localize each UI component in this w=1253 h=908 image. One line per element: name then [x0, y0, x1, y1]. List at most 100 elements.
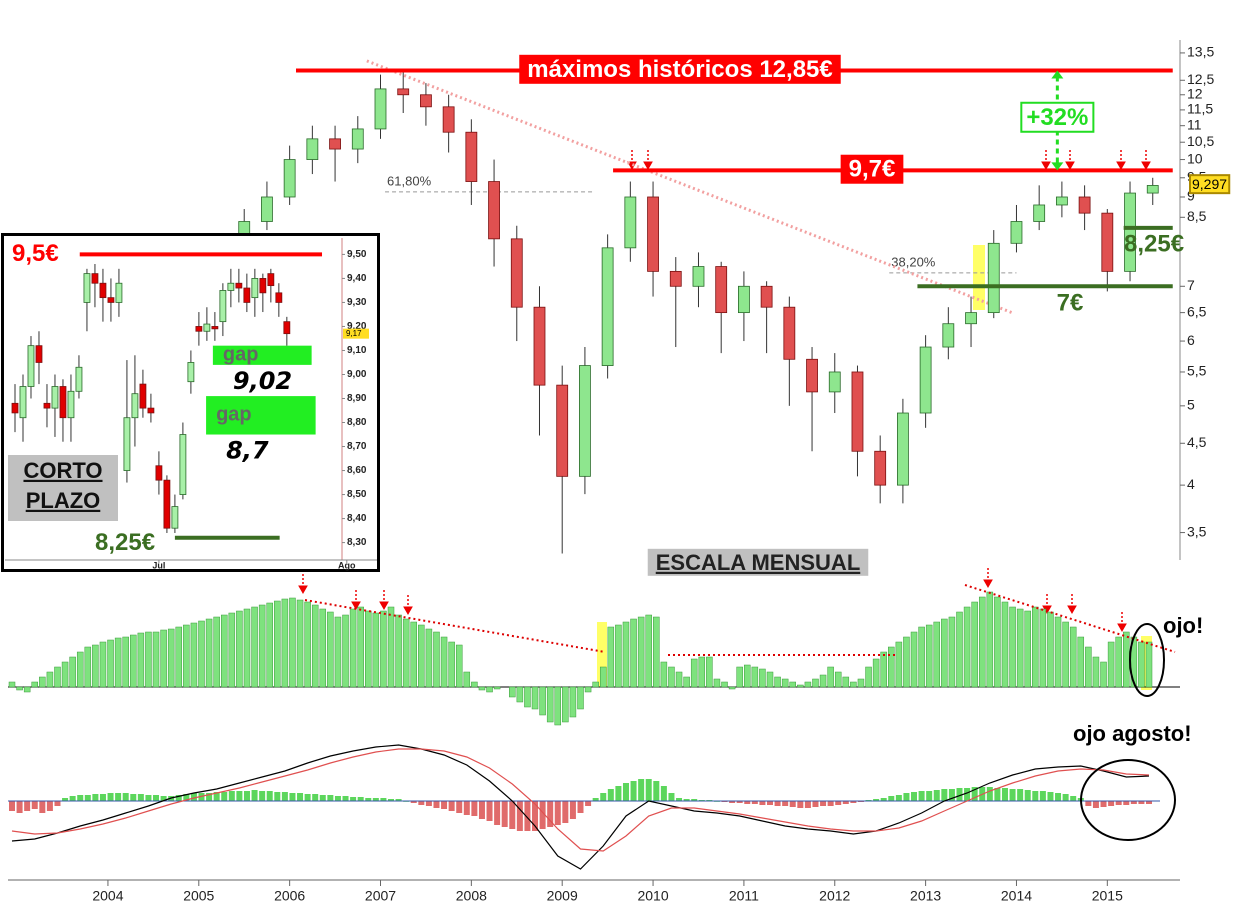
bar: [183, 624, 190, 688]
candle-body: [115, 282, 123, 303]
x-tick-label: 2004: [92, 888, 123, 904]
histogram-bar: [630, 781, 637, 801]
histogram-bar: [16, 801, 23, 813]
candle-body: [851, 371, 864, 452]
histogram-bar: [145, 795, 152, 801]
histogram-bar: [99, 794, 106, 801]
bar: [1039, 608, 1047, 688]
level-label: 9,5€: [12, 240, 59, 267]
bar: [819, 674, 827, 688]
bar: [554, 686, 562, 726]
candle-body: [11, 402, 19, 414]
histogram-bar: [842, 801, 849, 804]
y-tick-label: 8,70: [347, 441, 367, 452]
level-label: 8,25€: [95, 529, 155, 556]
candle-body: [669, 270, 682, 287]
bar: [289, 597, 296, 688]
label-box: [8, 455, 118, 521]
histogram-bar: [395, 799, 402, 801]
histogram-bar: [92, 794, 99, 801]
bar: [1092, 656, 1100, 688]
histogram-bar: [660, 786, 667, 801]
bar: [418, 624, 425, 688]
x-tick-label: Jul: [152, 560, 165, 570]
bar: [76, 651, 84, 688]
candle-body: [179, 434, 187, 495]
bar: [387, 606, 395, 688]
bar: [531, 686, 539, 710]
candle-body: [1101, 212, 1114, 272]
bar: [789, 681, 796, 688]
bar: [1115, 636, 1122, 688]
bar: [683, 676, 690, 688]
bar: [107, 639, 114, 688]
scale-label: ESCALA MENSUAL: [656, 550, 861, 575]
histogram-bar: [425, 801, 432, 806]
bar: [592, 681, 599, 688]
bar: [903, 636, 910, 688]
bar: [744, 664, 751, 688]
bar: [46, 671, 54, 688]
histogram-bar: [494, 801, 501, 825]
histogram-bar: [782, 801, 789, 806]
histogram-bar: [600, 793, 607, 801]
x-tick-label: 2012: [819, 888, 850, 904]
annotation: ojo agosto!: [1073, 721, 1192, 746]
histogram-bar: [509, 801, 516, 829]
candle-body: [965, 312, 977, 325]
candle-body: [75, 366, 83, 392]
histogram-bar: [888, 796, 895, 801]
histogram-bar: [820, 801, 827, 806]
gap-level: 9,02: [233, 367, 292, 395]
histogram-bar: [297, 793, 304, 801]
y-tick-label: 6,5: [1187, 303, 1207, 319]
bar: [69, 656, 76, 688]
bar: [236, 610, 243, 688]
y-tick-label: 3,5: [1187, 523, 1207, 539]
y-tick-label: 6: [1187, 332, 1195, 348]
histogram-bar: [122, 793, 129, 801]
histogram-bar: [873, 799, 880, 801]
histogram-bar: [1085, 801, 1092, 806]
candle-body: [510, 238, 523, 308]
candle-body: [187, 362, 195, 383]
histogram-bar: [312, 794, 319, 801]
inset: 9,50 9,40 9,30 9,20 9,10 9,00 8,90 8,80 8,70 8,60…: [1, 233, 380, 572]
histogram-bar: [418, 801, 425, 805]
x-tick-label: 2014: [1001, 888, 1032, 904]
x-tick-label: 2005: [183, 888, 214, 904]
level-label: máximos históricos 12,85€: [527, 56, 832, 83]
histogram-bar: [941, 789, 948, 801]
bar: [1138, 641, 1145, 688]
y-tick-label: 8,5: [1187, 208, 1207, 224]
histogram-bar: [471, 801, 478, 816]
histogram-bar: [1108, 801, 1115, 806]
candle-body: [19, 386, 27, 419]
bar: [175, 626, 183, 688]
bar: [251, 606, 258, 688]
histogram-bar: [994, 788, 1001, 801]
histogram-bar: [895, 795, 902, 801]
histogram-bar: [797, 801, 804, 808]
bar: [1085, 646, 1092, 688]
gap-label: gap: [223, 344, 259, 366]
histogram-bar: [1001, 788, 1008, 801]
histogram-bar: [259, 791, 266, 801]
candle-body: [51, 386, 59, 409]
y-tick-label: 4,5: [1187, 434, 1207, 450]
histogram-bar: [577, 801, 584, 813]
candle-body: [465, 131, 478, 182]
bar: [152, 631, 160, 688]
bar: [653, 616, 660, 688]
arrow-head: [403, 606, 413, 616]
bar: [455, 644, 463, 688]
histogram-bar: [1123, 801, 1130, 805]
bar: [342, 614, 349, 688]
histogram-bar: [933, 790, 940, 801]
candle-body: [579, 365, 591, 477]
bar: [372, 612, 380, 688]
arrow-head: [1117, 623, 1127, 633]
histogram-bar: [638, 779, 645, 801]
histogram-bar: [562, 801, 569, 823]
